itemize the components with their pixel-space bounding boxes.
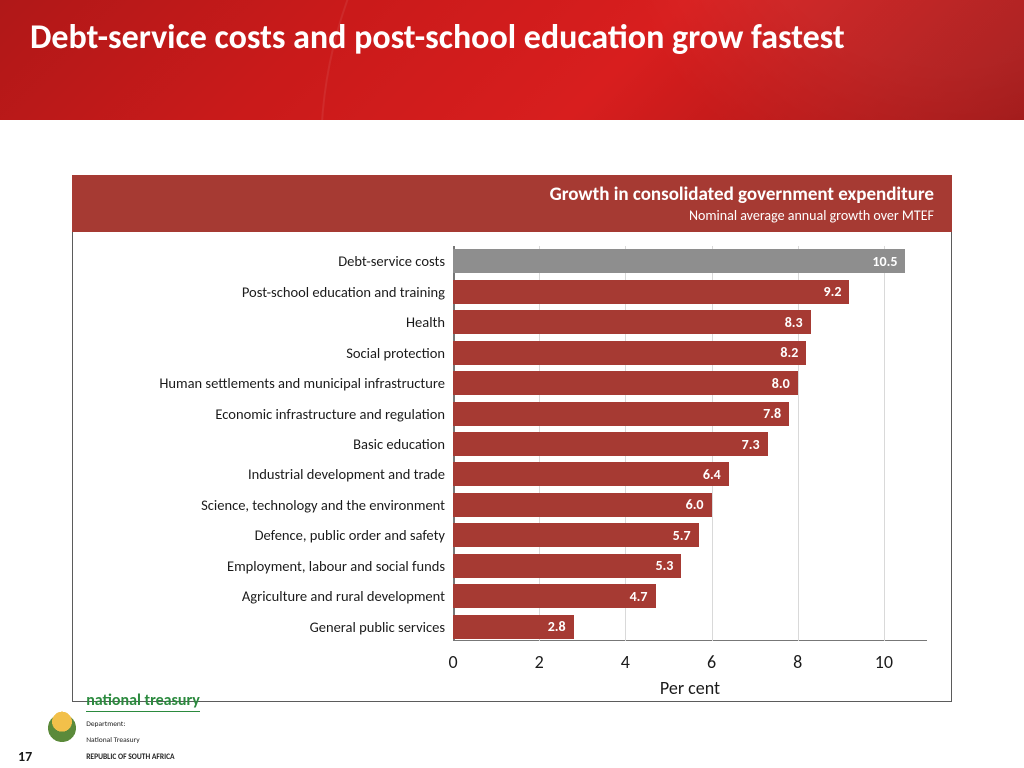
bar-value-label: 7.8 <box>763 405 781 422</box>
bar-category-label: Debt-service costs <box>338 249 445 273</box>
bar: 6.0 <box>453 493 712 517</box>
bar: 6.4 <box>453 462 729 486</box>
bar-category-label: Post-school education and training <box>242 280 445 304</box>
bar-row: Debt-service costs10.5 <box>453 249 927 273</box>
bar-value-label: 5.3 <box>655 557 673 574</box>
page-number: 17 <box>18 750 32 764</box>
bar-value-label: 2.8 <box>548 618 566 635</box>
header-band: Debt-service costs and post-school educa… <box>0 0 1024 120</box>
bar: 2.8 <box>453 615 574 639</box>
bar-value-label: 6.0 <box>686 496 704 513</box>
x-axis-label: Per cent <box>453 677 927 699</box>
bar: 8.2 <box>453 341 806 365</box>
chart-container: Growth in consolidated government expend… <box>72 175 952 702</box>
bar-row: Agriculture and rural development4.7 <box>453 584 927 608</box>
bar-category-label: General public services <box>310 615 445 639</box>
dept-line1: Department: <box>86 720 125 729</box>
x-tick-label: 4 <box>621 651 630 673</box>
bar-category-label: Human settlements and municipal infrastr… <box>159 371 445 395</box>
bars-zone: Debt-service costs10.5 Post-school educat… <box>453 246 927 641</box>
bar: 5.3 <box>453 554 681 578</box>
bar-row: Economic infrastructure and regulation7.… <box>453 402 927 426</box>
bar-category-label: Defence, public order and safety <box>255 523 445 547</box>
x-tick-label: 0 <box>448 651 457 673</box>
plot-area: Debt-service costs10.5Post-school educat… <box>72 232 952 702</box>
x-tick-label: 10 <box>875 651 893 673</box>
x-tick-label: 2 <box>535 651 544 673</box>
bar-row: Social protection8.2 <box>453 341 927 365</box>
bar-row: Science, technology and the environment6… <box>453 493 927 517</box>
dept-name: national treasury <box>86 693 200 712</box>
x-tick-label: 6 <box>707 651 716 673</box>
chart-title: Growth in consolidated government expend… <box>90 183 934 206</box>
bar-value-label: 10.5 <box>872 253 897 270</box>
bar-value-label: 5.7 <box>673 527 691 544</box>
bar-category-label: Science, technology and the environment <box>201 493 445 517</box>
chart-subtitle: Nominal average annual growth over MTEF <box>90 207 934 224</box>
bar-row: Defence, public order and safety5.7 <box>453 523 927 547</box>
bar-value-label: 6.4 <box>703 466 721 483</box>
coat-of-arms-icon <box>44 707 80 749</box>
bar-category-label: Social protection <box>346 341 445 365</box>
bar: 4.7 <box>453 584 656 608</box>
bar-value-label: 7.3 <box>742 436 760 453</box>
chart-header: Growth in consolidated government expend… <box>72 175 952 232</box>
bar-row: Human settlements and municipal infrastr… <box>453 371 927 395</box>
bar: 7.3 <box>453 432 768 456</box>
dept-line2: National Treasury <box>86 736 139 745</box>
bar-category-label: Agriculture and rural development <box>242 584 445 608</box>
x-axis-ticks: 0246810 <box>453 651 927 675</box>
bar-row: Employment, labour and social funds5.3 <box>453 554 927 578</box>
bar: 9.2 <box>453 280 849 304</box>
bar-value-label: 9.2 <box>823 283 841 300</box>
bar-category-label: Employment, labour and social funds <box>227 554 445 578</box>
bar: 5.7 <box>453 523 699 547</box>
dept-text: national treasury Department: National T… <box>86 693 200 764</box>
slide-title: Debt-service costs and post-school educa… <box>30 18 994 57</box>
bar: 8.0 <box>453 371 798 395</box>
bar-value-label: 8.2 <box>780 344 798 361</box>
bar-value-label: 4.7 <box>630 588 648 605</box>
bar-value-label: 8.3 <box>785 314 803 331</box>
bar-row: Industrial development and trade6.4 <box>453 462 927 486</box>
bar-category-label: Basic education <box>353 432 445 456</box>
bar-row: General public services2.8 <box>453 615 927 639</box>
bar: 7.8 <box>453 402 789 426</box>
bar-category-label: Economic infrastructure and regulation <box>215 402 445 426</box>
bar: 10.5 <box>453 249 905 273</box>
dept-logo-block: national treasury Department: National T… <box>44 693 200 764</box>
slide-footer: 17 national treasury Department: Nationa… <box>18 693 200 764</box>
bar-row: Post-school education and training9.2 <box>453 280 927 304</box>
bar-value-label: 8.0 <box>772 375 790 392</box>
bar: 8.3 <box>453 310 811 334</box>
dept-line3: REPUBLIC OF SOUTH AFRICA <box>86 753 174 762</box>
bar-category-label: Health <box>406 310 445 334</box>
bar-category-label: Industrial development and trade <box>248 462 445 486</box>
bar-row: Health8.3 <box>453 310 927 334</box>
x-axis-line <box>453 640 927 642</box>
bar-row: Basic education7.3 <box>453 432 927 456</box>
x-tick-label: 8 <box>793 651 802 673</box>
